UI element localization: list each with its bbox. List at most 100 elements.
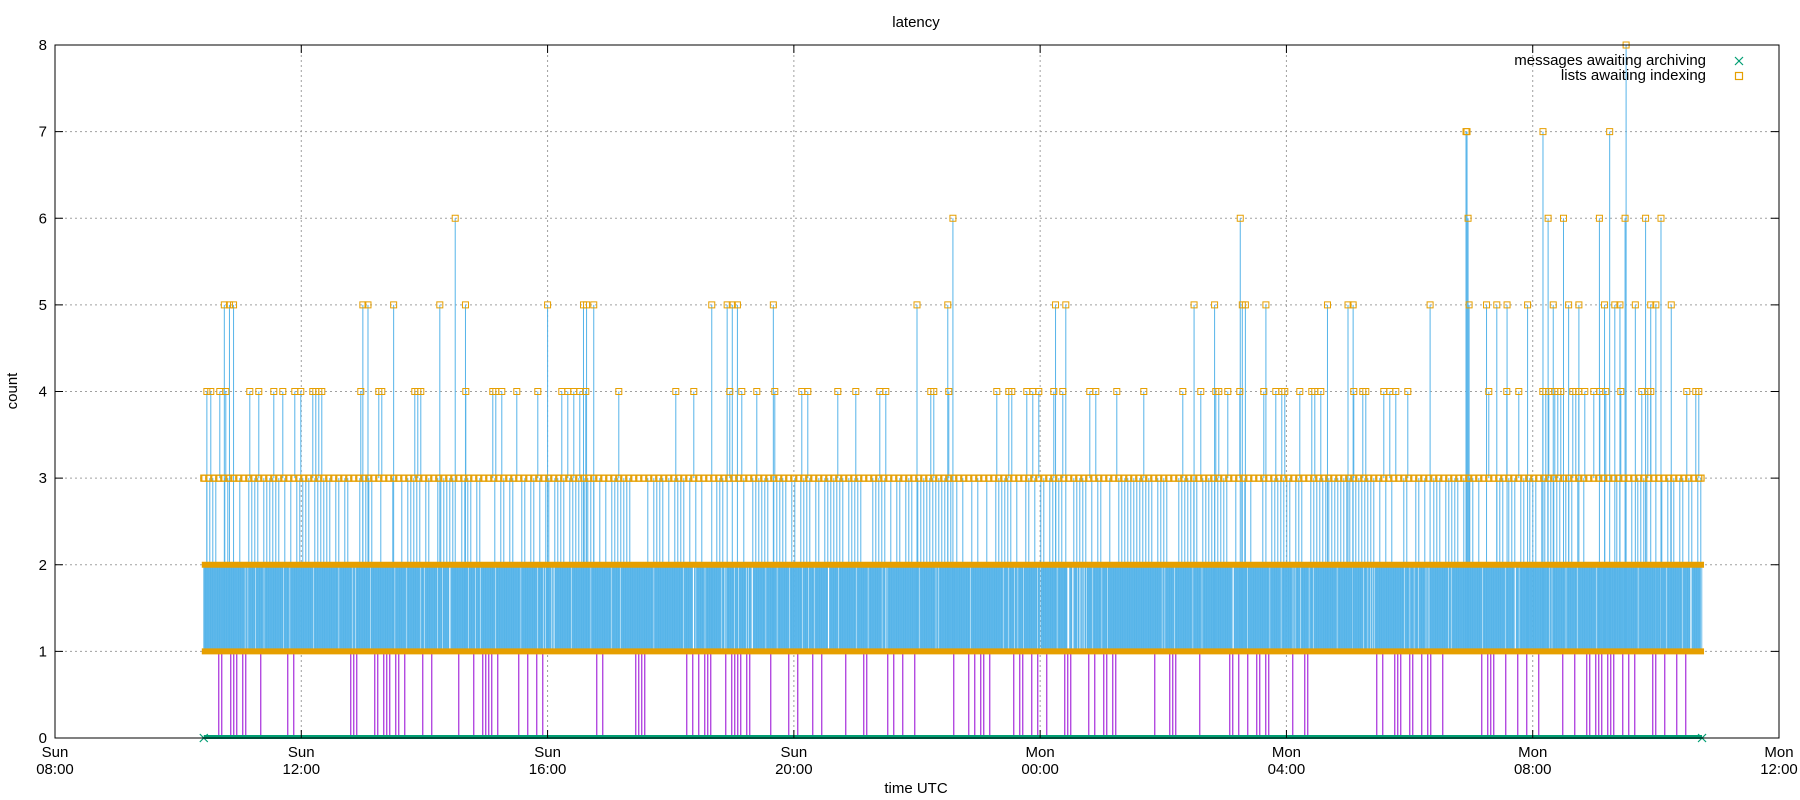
- square-marker: [498, 388, 506, 395]
- square-marker: [465, 474, 473, 482]
- x-tick-day-label: Sun: [42, 744, 69, 761]
- square-marker: [280, 474, 288, 482]
- y-tick-label: 8: [39, 37, 47, 54]
- square-marker: [250, 474, 258, 482]
- square-marker: [1140, 474, 1148, 482]
- square-marker-peak: [220, 301, 228, 309]
- square-marker: [1270, 474, 1278, 482]
- square-marker: [855, 474, 863, 482]
- square-marker: [535, 474, 543, 482]
- square-marker: [830, 474, 838, 482]
- square-marker: [1120, 474, 1128, 482]
- square-marker: [410, 474, 418, 482]
- square-marker: [1370, 474, 1378, 482]
- square-marker: [690, 388, 698, 395]
- square-marker: [1160, 474, 1168, 482]
- square-marker: [771, 388, 779, 395]
- square-marker-peak: [1052, 301, 1060, 309]
- square-marker: [220, 474, 228, 482]
- square-marker: [1195, 474, 1203, 482]
- square-marker: [610, 474, 618, 482]
- square-marker-peak: [390, 301, 398, 309]
- square-marker: [582, 388, 590, 395]
- square-marker: [1505, 474, 1513, 482]
- legend: messages awaiting archiving lists awaiti…: [1514, 52, 1744, 84]
- square-marker: [705, 474, 713, 482]
- square-marker: [1315, 474, 1323, 482]
- square-marker: [1070, 474, 1078, 482]
- square-marker: [222, 388, 230, 395]
- square-marker: [1230, 474, 1238, 482]
- square-marker: [1296, 388, 1304, 395]
- square-marker: [1250, 474, 1258, 482]
- square-marker: [1540, 474, 1548, 482]
- square-marker: [305, 474, 313, 482]
- square-marker: [1125, 474, 1133, 482]
- square-marker: [1685, 474, 1693, 482]
- square-marker: [1605, 474, 1613, 482]
- y-tick-label: 3: [39, 470, 47, 487]
- square-marker: [1485, 388, 1493, 395]
- square-marker: [1185, 474, 1193, 482]
- cross-marker-band: [203, 735, 1703, 739]
- square-marker: [985, 474, 993, 482]
- square-marker-band: [201, 561, 1705, 568]
- square-marker-peak: [1241, 301, 1249, 309]
- square-marker-peak: [1667, 301, 1675, 309]
- square-marker: [945, 474, 953, 482]
- square-marker-peak: [1190, 301, 1198, 309]
- square-marker: [1580, 474, 1588, 482]
- square-marker-peak: [1463, 128, 1471, 136]
- square-marker: [920, 474, 928, 482]
- square-marker-peak: [230, 301, 238, 309]
- square-marker: [500, 474, 508, 482]
- square-marker: [1040, 474, 1048, 482]
- square-marker: [370, 474, 378, 482]
- square-marker: [875, 474, 883, 482]
- x-tick-time-label: 12:00: [1760, 761, 1798, 778]
- square-marker: [645, 474, 653, 482]
- square-marker: [505, 474, 513, 482]
- square-marker: [885, 474, 893, 482]
- impulse-lines: [203, 45, 1703, 738]
- square-marker-peak: [1211, 301, 1219, 309]
- square-marker: [1415, 474, 1423, 482]
- square-marker: [475, 474, 483, 482]
- square-marker: [840, 474, 848, 482]
- square-marker: [1225, 474, 1233, 482]
- square-marker: [1280, 474, 1288, 482]
- square-marker: [1355, 474, 1363, 482]
- x-tick-day-label: Sun: [781, 744, 808, 761]
- square-marker: [1500, 474, 1508, 482]
- square-marker: [1675, 474, 1683, 482]
- square-marker: [1620, 474, 1628, 482]
- square-marker: [1275, 474, 1283, 482]
- square-marker: [1215, 474, 1223, 482]
- x-tick-time-label: 20:00: [775, 761, 813, 778]
- square-marker-peak: [1631, 301, 1639, 309]
- square-marker: [1375, 474, 1383, 482]
- square-marker: [1100, 474, 1108, 482]
- square-marker: [1260, 388, 1268, 395]
- square-marker: [1535, 474, 1543, 482]
- square-marker: [865, 474, 873, 482]
- square-marker: [750, 474, 758, 482]
- square-marker: [1060, 474, 1068, 482]
- square-marker: [1565, 474, 1573, 482]
- square-marker: [1165, 474, 1173, 482]
- square-marker: [1555, 474, 1563, 482]
- square-marker: [380, 474, 388, 482]
- square-marker: [335, 474, 343, 482]
- square-marker: [1210, 474, 1218, 482]
- square-marker: [318, 388, 326, 395]
- square-marker-peak: [1549, 301, 1557, 309]
- square-marker: [630, 474, 638, 482]
- square-marker: [1485, 474, 1493, 482]
- square-marker: [1665, 474, 1673, 482]
- square-marker: [210, 474, 218, 482]
- square-marker: [1240, 474, 1248, 482]
- square-marker: [1503, 388, 1511, 395]
- square-marker: [935, 474, 943, 482]
- square-marker: [1602, 388, 1610, 395]
- square-marker: [965, 474, 973, 482]
